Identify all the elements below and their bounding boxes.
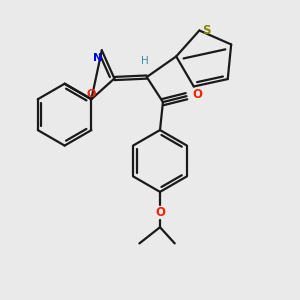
Text: S: S	[202, 24, 211, 37]
Text: O: O	[193, 88, 203, 101]
Text: O: O	[155, 206, 165, 219]
Text: N: N	[93, 52, 102, 63]
Text: H: H	[141, 56, 149, 66]
Text: O: O	[87, 89, 96, 99]
